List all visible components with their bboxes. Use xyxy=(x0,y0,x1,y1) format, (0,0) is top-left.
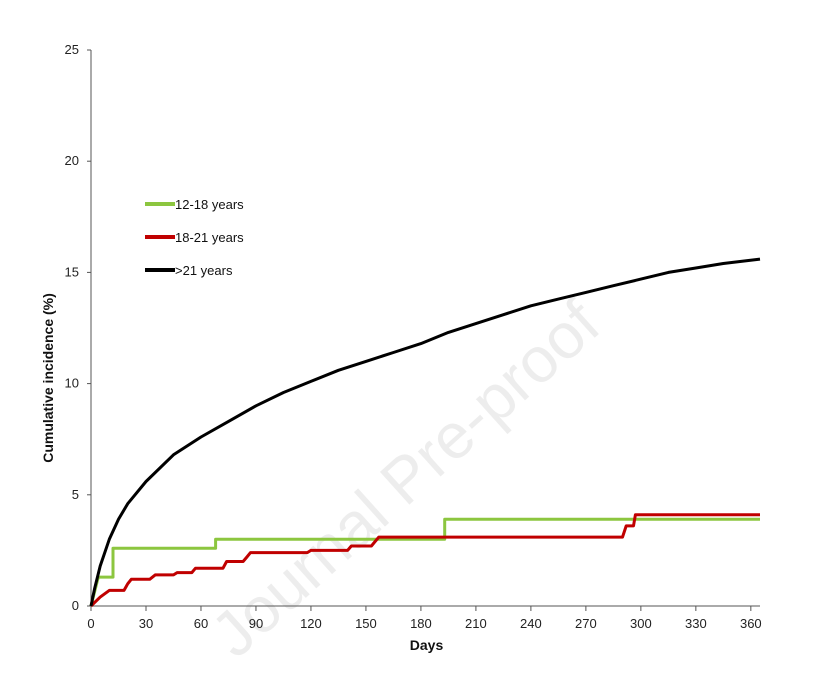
x-axis-title: Days xyxy=(410,637,444,653)
y-tick-label: 10 xyxy=(65,376,79,391)
x-tick-label: 90 xyxy=(249,616,263,631)
watermark-layer: Journal Pre-proof xyxy=(197,286,613,671)
x-tick-label: 30 xyxy=(139,616,153,631)
watermark-text: Journal Pre-proof xyxy=(197,286,613,671)
x-tick-label: 300 xyxy=(630,616,652,631)
y-tick-label: 25 xyxy=(65,42,79,57)
x-tick-label: 60 xyxy=(194,616,208,631)
y-axis-title: Cumulative incidence (%) xyxy=(40,293,56,463)
x-tick-label: 120 xyxy=(300,616,322,631)
y-tick-label: 20 xyxy=(65,153,79,168)
legend: 12-18 years 18-21 years >21 years xyxy=(145,197,244,278)
x-tick-label: 0 xyxy=(87,616,94,631)
legend-label: 12-18 years xyxy=(175,197,244,212)
x-tick-label: 270 xyxy=(575,616,597,631)
x-tick-label: 180 xyxy=(410,616,432,631)
series-line-2 xyxy=(89,513,760,608)
series-line-3 xyxy=(89,257,761,607)
axes: 0 5 10 15 20 25 0 30 60 90 120 150 180 210 240 270 300 3… xyxy=(40,42,762,653)
y-tick-label: 5 xyxy=(72,487,79,502)
y-axis-ticks: 0 5 10 15 20 25 xyxy=(65,42,91,613)
x-tick-label: 150 xyxy=(355,616,377,631)
legend-label: 18-21 years xyxy=(175,230,244,245)
series-line-1 xyxy=(89,517,760,607)
series-layer xyxy=(89,257,761,608)
x-tick-label: 240 xyxy=(520,616,542,631)
x-tick-label: 330 xyxy=(685,616,707,631)
legend-label: >21 years xyxy=(175,263,233,278)
x-axis-ticks: 0 30 60 90 120 150 180 210 240 270 300 330 360 xyxy=(87,606,762,631)
x-tick-label: 210 xyxy=(465,616,487,631)
y-tick-label: 0 xyxy=(72,598,79,613)
x-tick-label: 360 xyxy=(740,616,762,631)
y-tick-label: 15 xyxy=(65,264,79,279)
